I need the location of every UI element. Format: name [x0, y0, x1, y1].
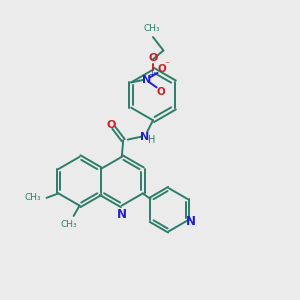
Text: CH₃: CH₃ [143, 25, 160, 34]
Text: CH₃: CH₃ [61, 220, 77, 230]
Text: +: + [148, 70, 155, 80]
Text: O: O [157, 64, 166, 74]
Text: N: N [117, 208, 127, 221]
Text: N: N [140, 132, 149, 142]
Text: N: N [186, 215, 196, 228]
Text: O: O [107, 120, 116, 130]
Text: H: H [148, 135, 155, 145]
Text: O: O [148, 53, 158, 63]
Text: N: N [142, 75, 151, 85]
Text: ⁻: ⁻ [165, 60, 170, 70]
Text: O: O [156, 87, 165, 97]
Text: CH₃: CH₃ [25, 194, 41, 202]
